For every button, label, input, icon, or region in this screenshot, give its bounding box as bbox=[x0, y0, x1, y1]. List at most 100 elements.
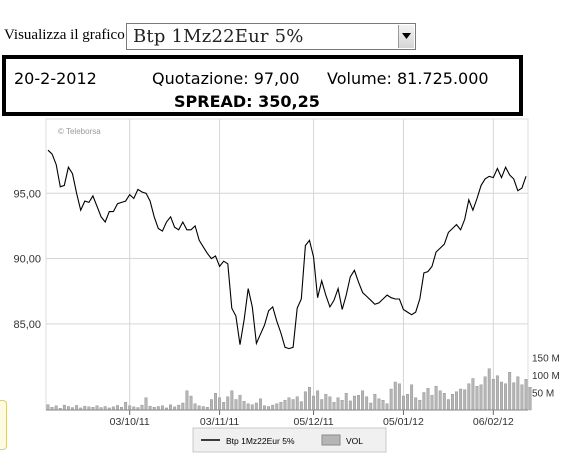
volume-bar bbox=[430, 395, 434, 411]
date-tick-label: 03/10/11 bbox=[110, 416, 150, 428]
volume-bar bbox=[46, 404, 50, 411]
legend-box bbox=[192, 427, 387, 453]
side-panel-handle[interactable] bbox=[0, 400, 7, 450]
volume-bar bbox=[254, 402, 258, 411]
volume-bar bbox=[115, 405, 119, 411]
volume-bar bbox=[95, 405, 99, 411]
volume-bar bbox=[250, 404, 254, 411]
volume-bar bbox=[312, 395, 316, 411]
volume-bar bbox=[463, 389, 467, 411]
volume-bar bbox=[471, 378, 475, 411]
volume-bar bbox=[193, 403, 197, 411]
volume-bar bbox=[324, 394, 328, 411]
quote-price: Quotazione: 97,00 bbox=[152, 69, 300, 88]
volume-bar bbox=[83, 405, 87, 411]
volume-bar bbox=[451, 394, 454, 411]
volume-bar bbox=[344, 393, 348, 411]
chevron-down-icon bbox=[402, 33, 411, 39]
legend-series-price: Btp 1Mz22Eur 5% bbox=[226, 436, 295, 446]
quote-date: 20-2-2012 bbox=[14, 69, 97, 88]
volume-bar bbox=[287, 397, 291, 411]
volume-bar bbox=[238, 395, 242, 411]
volume-bar bbox=[365, 396, 369, 411]
volume-bar bbox=[201, 406, 205, 411]
volume-tick-label: 150 M bbox=[532, 354, 560, 365]
volume-bar bbox=[336, 397, 340, 411]
volume-bar bbox=[160, 405, 164, 411]
volume-bar bbox=[361, 390, 365, 411]
volume-bar bbox=[234, 399, 238, 411]
volume-bar bbox=[156, 406, 160, 411]
legend-bar-swatch bbox=[321, 434, 341, 446]
quote-info-panel: 20-2-2012 Quotazione: 97,00 Volume: 81.7… bbox=[2, 55, 523, 116]
watermark-text: © Teleborsa bbox=[58, 127, 101, 136]
volume-bar bbox=[189, 395, 193, 411]
volume-bar bbox=[397, 383, 401, 411]
volume-bar bbox=[475, 386, 479, 411]
price-tick-label: 95,00 bbox=[13, 188, 41, 200]
volume-bar bbox=[222, 402, 226, 411]
volume-bar bbox=[197, 405, 201, 411]
volume-bar bbox=[442, 393, 446, 411]
volume-bar bbox=[332, 402, 336, 411]
volume-tick-label: 100 M bbox=[532, 371, 560, 382]
price-volume-chart: © Teleborsa 95,00 90,00 85,00 03/10/11 03/11… bbox=[13, 118, 560, 453]
volume-bar bbox=[495, 375, 499, 411]
volume-bar bbox=[291, 399, 295, 411]
chart-selector-dropdown[interactable]: Btp 1Mz22Eur 5% bbox=[126, 23, 416, 50]
volume-bar bbox=[308, 387, 311, 411]
quote-spread: SPREAD: 350,25 bbox=[174, 92, 320, 111]
legend-series-vol: VOL bbox=[346, 436, 363, 446]
volume-bar bbox=[103, 406, 107, 411]
volume-bar bbox=[389, 388, 393, 411]
volume-bar bbox=[316, 390, 320, 411]
volume-bar bbox=[263, 405, 266, 411]
volume-bar bbox=[422, 392, 426, 411]
volume-bar bbox=[242, 401, 246, 411]
plot-frame bbox=[45, 118, 529, 411]
volume-bar bbox=[373, 394, 377, 411]
volume-bar bbox=[508, 371, 512, 411]
volume-bar bbox=[381, 400, 385, 411]
volume-bar bbox=[226, 396, 230, 411]
chart-selector-row: Visualizza il grafico: Btp 1Mz22Eur 5% bbox=[0, 23, 578, 53]
date-tick-label: 06/02/12 bbox=[473, 416, 514, 428]
volume-bar bbox=[393, 381, 397, 411]
chart-legend: Btp 1Mz22Eur 5% VOL bbox=[192, 427, 387, 453]
volume-bar bbox=[467, 383, 471, 411]
volume-bar bbox=[348, 400, 352, 411]
volume-bar bbox=[275, 403, 279, 411]
volume-bar bbox=[524, 379, 528, 411]
volume-bar bbox=[128, 405, 132, 411]
dropdown-arrow-button[interactable] bbox=[398, 25, 414, 48]
volume-bar bbox=[303, 391, 307, 411]
volume-bar bbox=[295, 396, 299, 411]
volume-bar bbox=[410, 384, 414, 411]
volume-bar bbox=[169, 404, 173, 411]
volume-bar bbox=[214, 393, 217, 411]
chart-selector-value: Btp 1Mz22Eur 5% bbox=[133, 26, 304, 47]
volume-bar bbox=[66, 406, 70, 411]
volume-bar bbox=[446, 399, 450, 411]
volume-bar bbox=[491, 379, 495, 411]
volume-bar bbox=[406, 394, 409, 411]
price-series-line bbox=[47, 149, 527, 350]
volume-bar bbox=[144, 397, 148, 411]
quote-volume: Volume: 81.725.000 bbox=[327, 69, 489, 88]
volume-bar bbox=[520, 384, 524, 411]
volume-bar bbox=[483, 376, 487, 411]
date-tick-label: 05/12/11 bbox=[294, 416, 334, 428]
volume-bar bbox=[75, 405, 79, 411]
volume-tick-label: 50 M bbox=[532, 389, 554, 400]
volume-bar bbox=[516, 376, 520, 411]
chart-selector-label: Visualizza il grafico: bbox=[4, 27, 129, 43]
volume-bar bbox=[177, 404, 181, 411]
volume-bar bbox=[459, 388, 463, 411]
volume-bar bbox=[279, 402, 283, 411]
volume-bar bbox=[271, 404, 275, 411]
volume-bar bbox=[377, 398, 381, 411]
date-tick-label: 03/11/11 bbox=[200, 416, 239, 428]
volume-bar bbox=[369, 402, 373, 411]
volume-bar bbox=[54, 405, 58, 411]
volume-bar bbox=[209, 399, 213, 411]
